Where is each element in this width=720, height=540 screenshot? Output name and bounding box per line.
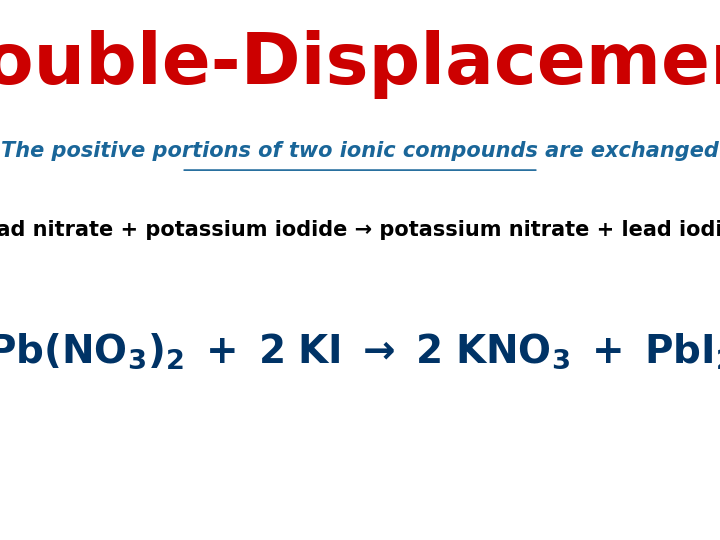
- Text: $\mathbf{Pb(NO_3)_2\ +\ 2\ KI\ \rightarrow\ 2\ KNO_3\ +\ PbI_2}$: $\mathbf{Pb(NO_3)_2\ +\ 2\ KI\ \rightarr…: [0, 331, 720, 371]
- Text: The positive portions of two ionic compounds are exchanged: The positive portions of two ionic compo…: [1, 141, 719, 161]
- Text: Double-Displacement: Double-Displacement: [0, 30, 720, 99]
- Text: Lead nitrate + potassium iodide → potassium nitrate + lead iodide: Lead nitrate + potassium iodide → potass…: [0, 219, 720, 240]
